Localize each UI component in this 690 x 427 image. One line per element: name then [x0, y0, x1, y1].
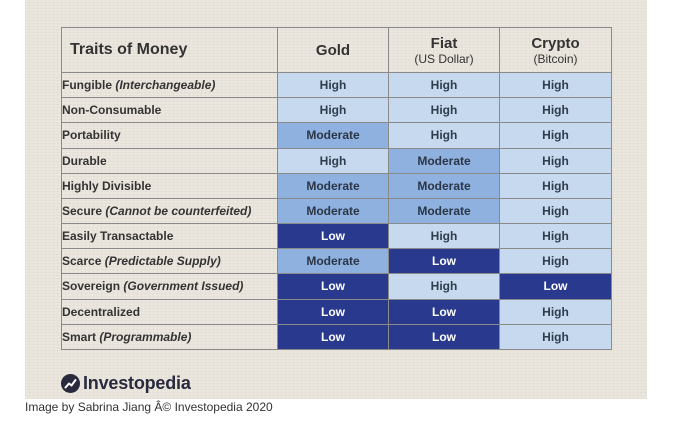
trait-name: Fungible [62, 78, 112, 93]
trait-name: Easily Transactable [62, 229, 174, 244]
rating-cell: Low [388, 248, 500, 275]
rating-cell: High [499, 147, 612, 174]
rating-cell: Moderate [388, 172, 500, 199]
investopedia-logo-icon [61, 373, 80, 393]
image-credit: Image by Sabrina Jiang Â© Investopedia 2… [25, 400, 273, 414]
logo-wordmark: Investopedia [83, 372, 191, 393]
rating-cell: High [499, 298, 612, 325]
rating-cell: Moderate [277, 172, 389, 199]
rating-cell: High [499, 197, 612, 225]
trait-cell: Easily Transactable [61, 223, 278, 250]
trait-name: Sovereign [62, 279, 121, 294]
column-header-crypto: Crypto (Bitcoin) [499, 27, 612, 73]
rating-cell: High [277, 97, 389, 124]
table-row: Durable High Moderate High [61, 147, 612, 174]
column-header-sub: (US Dollar) [414, 51, 474, 66]
table-row: Smart (Programmable) Low Low High [61, 323, 612, 351]
trait-name: Highly Divisible [62, 178, 152, 193]
trait-cell: Smart (Programmable) [61, 323, 278, 351]
trait-cell: Portability [61, 122, 278, 149]
trait-name: Scarce [62, 254, 102, 269]
trait-cell: Sovereign (Government Issued) [61, 273, 278, 300]
table-row: Secure (Cannot be counterfeited) Moderate… [61, 197, 612, 225]
infographic-panel: Traits of Money Gold Fiat (US Dollar) Cr… [25, 0, 647, 399]
column-header-main: Fiat [430, 34, 458, 52]
trait-note: (Interchangeable) [115, 78, 216, 93]
table-row: Scarce (Predictable Supply) Moderate Low Hi… [61, 248, 612, 275]
rating-cell: High [499, 122, 612, 149]
trait-note: (Government Issued) [123, 279, 244, 294]
column-header-gold: Gold [277, 27, 389, 73]
table-header-row: Traits of Money Gold Fiat (US Dollar) Cr… [61, 27, 612, 73]
rating-cell: Moderate [388, 147, 500, 174]
table-row: Decentralized Low Low High [61, 298, 612, 325]
trait-cell: Decentralized [61, 298, 278, 325]
rating-cell: Low [499, 273, 612, 300]
trait-note: (Predictable Supply) [104, 254, 221, 269]
trait-name: Smart [62, 329, 97, 344]
table-row: Easily Transactable Low High High [61, 223, 612, 250]
trait-name: Durable [62, 153, 107, 168]
rating-cell: High [499, 172, 612, 199]
rating-cell: Low [388, 323, 500, 351]
trait-name: Non-Consumable [62, 103, 162, 118]
column-header-sub: (Bitcoin) [533, 51, 578, 66]
rating-cell: High [499, 71, 612, 99]
rating-cell: High [499, 248, 612, 275]
rating-cell: Moderate [277, 248, 389, 275]
trait-cell: Scarce (Predictable Supply) [61, 248, 278, 275]
rating-cell: High [388, 97, 500, 124]
trait-name: Secure [62, 203, 103, 218]
rating-cell: High [277, 147, 389, 174]
table-title: Traits of Money [61, 27, 278, 73]
trait-cell: Secure (Cannot be counterfeited) [61, 197, 278, 225]
column-header-fiat: Fiat (US Dollar) [388, 27, 500, 73]
rating-cell: Low [277, 298, 389, 325]
trait-note: (Cannot be counterfeited) [105, 203, 252, 218]
rating-cell: High [499, 223, 612, 250]
table-row: Fungible (Interchangeable) High High High [61, 71, 612, 99]
trait-cell: Non-Consumable [61, 97, 278, 124]
investopedia-logo: Investopedia [61, 372, 191, 394]
rating-cell: Low [277, 323, 389, 351]
trait-cell: Highly Divisible [61, 172, 278, 199]
rating-cell: Moderate [277, 122, 389, 149]
trait-note: (Programmable) [99, 329, 192, 344]
rating-cell: Moderate [277, 197, 389, 225]
rating-cell: High [388, 71, 500, 99]
table-row: Portability Moderate High High [61, 122, 612, 149]
rating-cell: High [499, 323, 612, 351]
rating-cell: High [388, 223, 500, 250]
rating-cell: High [499, 97, 612, 124]
rating-cell: Low [277, 223, 389, 250]
column-header-main: Crypto [531, 34, 580, 52]
column-header-main: Gold [315, 41, 351, 59]
trait-cell: Fungible (Interchangeable) [61, 71, 278, 99]
rating-cell: Low [277, 273, 389, 300]
rating-cell: High [277, 71, 389, 99]
trait-name: Portability [62, 128, 121, 143]
rating-cell: Low [388, 298, 500, 325]
rating-cell: High [388, 122, 500, 149]
trait-name: Decentralized [62, 304, 141, 319]
rating-cell: High [388, 273, 500, 300]
traits-of-money-table: Traits of Money Gold Fiat (US Dollar) Cr… [61, 27, 612, 351]
table-row: Sovereign (Government Issued) Low High Low [61, 273, 612, 300]
trait-cell: Durable [61, 147, 278, 174]
table-row: Highly Divisible Moderate Moderate High [61, 172, 612, 199]
rating-cell: Moderate [388, 197, 500, 225]
table-row: Non-Consumable High High High [61, 97, 612, 124]
